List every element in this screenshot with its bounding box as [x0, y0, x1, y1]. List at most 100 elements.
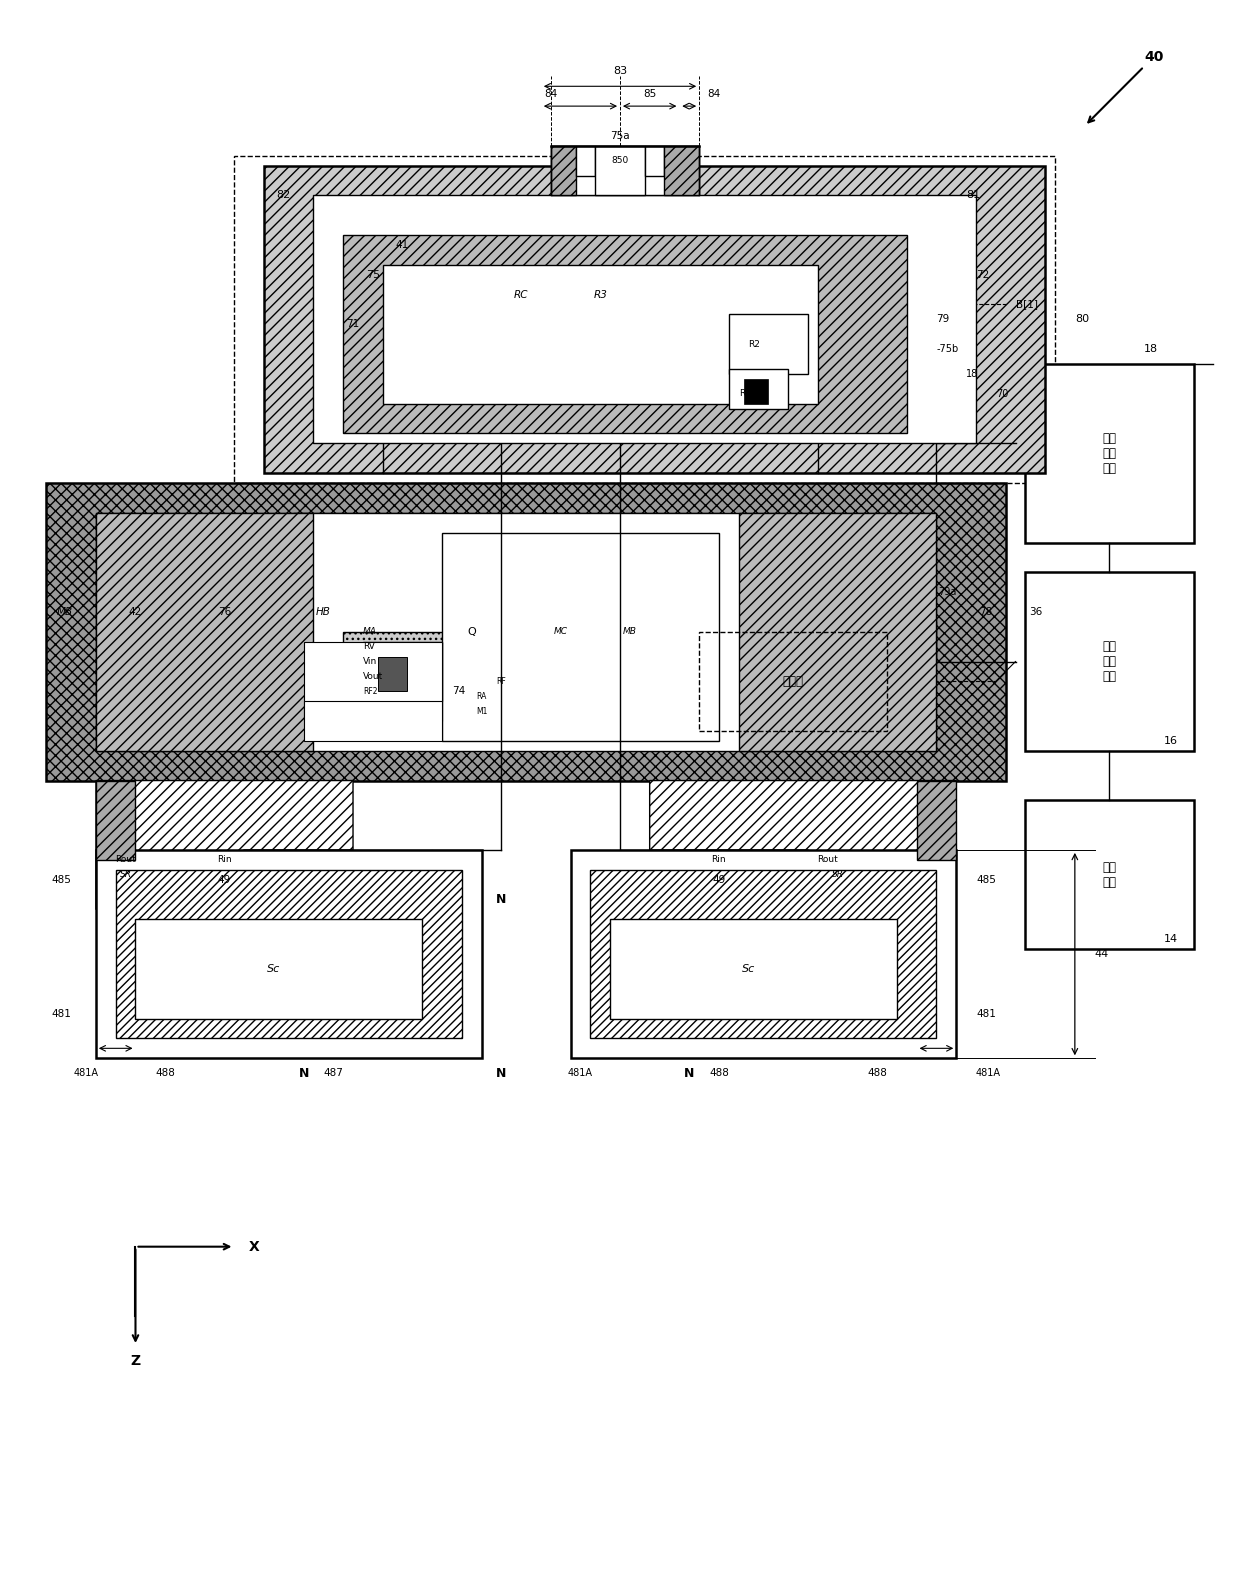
- Text: 80: 80: [1075, 314, 1089, 324]
- Text: R1: R1: [739, 390, 750, 397]
- Bar: [95, 512, 314, 751]
- Text: RC: RC: [513, 289, 528, 300]
- Bar: [551, 146, 699, 195]
- Bar: [1025, 800, 1194, 949]
- Bar: [575, 146, 595, 176]
- Text: 49: 49: [218, 875, 231, 884]
- Text: 74: 74: [451, 687, 465, 696]
- Text: B[1]: B[1]: [1016, 300, 1038, 309]
- Text: Vin: Vin: [363, 657, 377, 666]
- Text: M1: M1: [476, 707, 487, 716]
- Text: MB: MB: [56, 606, 72, 617]
- Text: 481A: 481A: [73, 1068, 98, 1078]
- Text: RF2: RF2: [363, 687, 377, 696]
- Text: 42: 42: [129, 606, 143, 617]
- Text: N: N: [299, 1067, 309, 1079]
- Text: R3: R3: [593, 289, 608, 300]
- Bar: [610, 919, 897, 1018]
- Text: -75b: -75b: [936, 344, 959, 353]
- Text: 78: 78: [980, 606, 992, 617]
- Text: 79a: 79a: [937, 588, 956, 597]
- Text: 40: 40: [1145, 50, 1163, 63]
- Text: 850: 850: [611, 156, 629, 165]
- Text: MB: MB: [622, 627, 637, 636]
- Text: 71: 71: [346, 319, 360, 330]
- Text: N: N: [496, 892, 506, 906]
- Text: 41: 41: [396, 240, 409, 250]
- Text: Sc: Sc: [742, 965, 755, 974]
- Bar: [1025, 572, 1194, 751]
- Text: R2: R2: [749, 339, 760, 349]
- Polygon shape: [95, 781, 353, 910]
- Text: 488: 488: [867, 1068, 887, 1078]
- Text: 84: 84: [707, 90, 720, 99]
- Text: 液体
容器: 液体 容器: [1102, 861, 1116, 889]
- Text: 481A: 481A: [568, 1068, 593, 1078]
- Bar: [378, 657, 408, 691]
- Text: 72: 72: [976, 270, 990, 280]
- Bar: [314, 195, 976, 443]
- Text: 液体
压送
机构: 液体 压送 机构: [1102, 639, 1116, 683]
- Text: Vout: Vout: [363, 672, 383, 680]
- Text: 49: 49: [712, 875, 725, 884]
- Text: SR: SR: [832, 870, 843, 880]
- Bar: [739, 512, 936, 751]
- Text: 481: 481: [976, 1009, 996, 1018]
- Bar: [304, 641, 441, 721]
- Text: 488: 488: [709, 1068, 729, 1078]
- Text: Rout: Rout: [115, 855, 136, 864]
- Text: X: X: [249, 1240, 260, 1254]
- Text: Z: Z: [130, 1354, 140, 1368]
- Bar: [95, 512, 936, 751]
- Text: RF: RF: [496, 677, 506, 687]
- Text: 84: 84: [544, 90, 558, 99]
- Bar: [304, 701, 441, 742]
- Text: 79: 79: [936, 314, 950, 324]
- Text: 81: 81: [966, 190, 980, 201]
- Bar: [729, 314, 808, 374]
- Text: RV: RV: [363, 643, 374, 650]
- Bar: [46, 482, 1006, 781]
- Text: 82: 82: [277, 190, 291, 201]
- Bar: [135, 919, 423, 1018]
- Text: Q: Q: [467, 627, 476, 636]
- Bar: [234, 156, 1055, 482]
- Text: 488: 488: [155, 1068, 175, 1078]
- Text: Rin: Rin: [217, 855, 232, 864]
- Text: 压力
调节
机构: 压力 调节 机构: [1102, 432, 1116, 474]
- Bar: [363, 641, 441, 701]
- Polygon shape: [551, 146, 575, 195]
- Bar: [570, 850, 956, 1059]
- Text: 485: 485: [51, 875, 71, 884]
- Text: MC: MC: [554, 627, 568, 636]
- Bar: [343, 236, 906, 434]
- Text: RA: RA: [476, 691, 487, 701]
- Text: 封闭阀: 封闭阀: [782, 676, 804, 688]
- Bar: [590, 870, 936, 1038]
- Polygon shape: [650, 781, 956, 910]
- Polygon shape: [95, 781, 135, 859]
- Bar: [441, 533, 719, 742]
- Text: 83: 83: [613, 66, 627, 77]
- Text: Rout: Rout: [817, 855, 838, 864]
- Bar: [645, 146, 665, 176]
- Text: 36: 36: [1029, 606, 1042, 617]
- Bar: [744, 379, 769, 404]
- Text: 70: 70: [996, 388, 1008, 399]
- Text: HB: HB: [316, 606, 331, 617]
- Polygon shape: [916, 781, 956, 859]
- Bar: [343, 632, 501, 721]
- Bar: [115, 870, 461, 1038]
- Bar: [1025, 364, 1194, 542]
- Bar: [264, 165, 1045, 473]
- Text: 481: 481: [51, 1009, 71, 1018]
- Text: 18: 18: [966, 369, 978, 379]
- Bar: [595, 146, 645, 195]
- Bar: [383, 265, 817, 404]
- Text: SR: SR: [119, 870, 131, 880]
- Polygon shape: [665, 146, 699, 195]
- Text: 85: 85: [644, 90, 656, 99]
- Text: 487: 487: [324, 1068, 343, 1078]
- Text: N: N: [684, 1067, 694, 1079]
- Text: MA: MA: [363, 627, 377, 636]
